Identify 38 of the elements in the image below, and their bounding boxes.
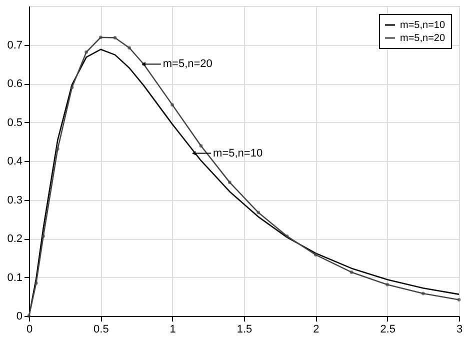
point <box>70 86 74 90</box>
point <box>98 36 102 40</box>
y-tick-label: 0.5 <box>7 116 22 129</box>
point <box>27 314 31 318</box>
point <box>285 234 289 238</box>
point <box>34 281 38 285</box>
x-tick-label: 1.5 <box>236 324 252 336</box>
point <box>128 46 132 50</box>
y-tick-label: 0.7 <box>7 39 22 52</box>
x-tick-label: 0.5 <box>94 324 109 336</box>
y-tick-label: 0.4 <box>7 156 22 168</box>
x-tick-label: 2 <box>313 324 320 336</box>
x-tick-label: 0 <box>26 324 33 336</box>
point <box>113 36 117 40</box>
point <box>350 270 354 274</box>
x-tick-label: 1 <box>170 324 176 336</box>
point <box>170 103 174 107</box>
point <box>386 282 390 286</box>
point <box>56 147 60 151</box>
x-tick-label: 2.5 <box>380 324 396 336</box>
legend-label: m=5,n=20 <box>400 33 446 44</box>
legend-label: m=5,n=10 <box>400 20 446 31</box>
point <box>457 298 461 302</box>
point <box>228 180 232 184</box>
y-tick-label: 0 <box>16 310 22 322</box>
point <box>84 50 88 54</box>
point <box>421 292 425 296</box>
y-tick-label: 0.6 <box>7 78 22 90</box>
y-tick-label: 0.2 <box>7 233 22 245</box>
x-tick-label: 3 <box>456 324 463 336</box>
point <box>256 210 260 214</box>
point <box>314 253 318 257</box>
point <box>42 234 46 238</box>
y-tick-label: 0.3 <box>7 194 22 206</box>
y-tick-label: 0.1 <box>7 272 22 284</box>
point <box>199 144 203 148</box>
annotation: m=5,n=20 <box>162 58 212 70</box>
annotation: m=5,n=10 <box>213 147 263 160</box>
